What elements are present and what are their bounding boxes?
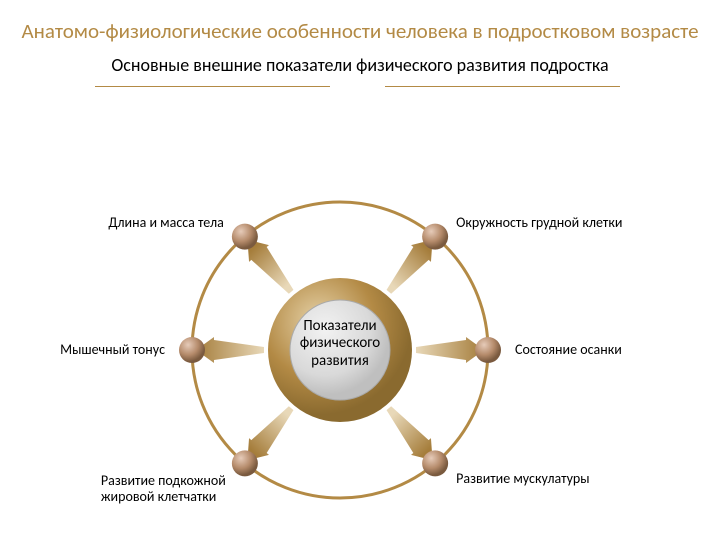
arrow [247,406,293,460]
node-dot [232,450,258,476]
node-dot [475,337,501,363]
node-label: Состояние осанки [515,342,622,358]
node-dot [422,450,448,476]
node-dot [232,224,258,250]
node-dot [422,224,448,250]
arrow [387,240,433,294]
arrow [387,406,433,460]
node-label: Окружность грудной клетки [456,215,622,231]
node-label: Мышечный тонус [60,342,165,358]
node-dot [179,337,205,363]
node-label: Развитие мускулатуры [456,471,589,487]
arrow [416,337,484,363]
node-label: Развитие подкожнойжировой клетчатки [101,473,226,505]
arrow [247,240,293,294]
radial-diagram [0,0,720,540]
hub-label: Показатели физического развития [292,318,388,370]
node-label: Длина и масса тела [108,215,224,231]
arrow [196,337,264,363]
